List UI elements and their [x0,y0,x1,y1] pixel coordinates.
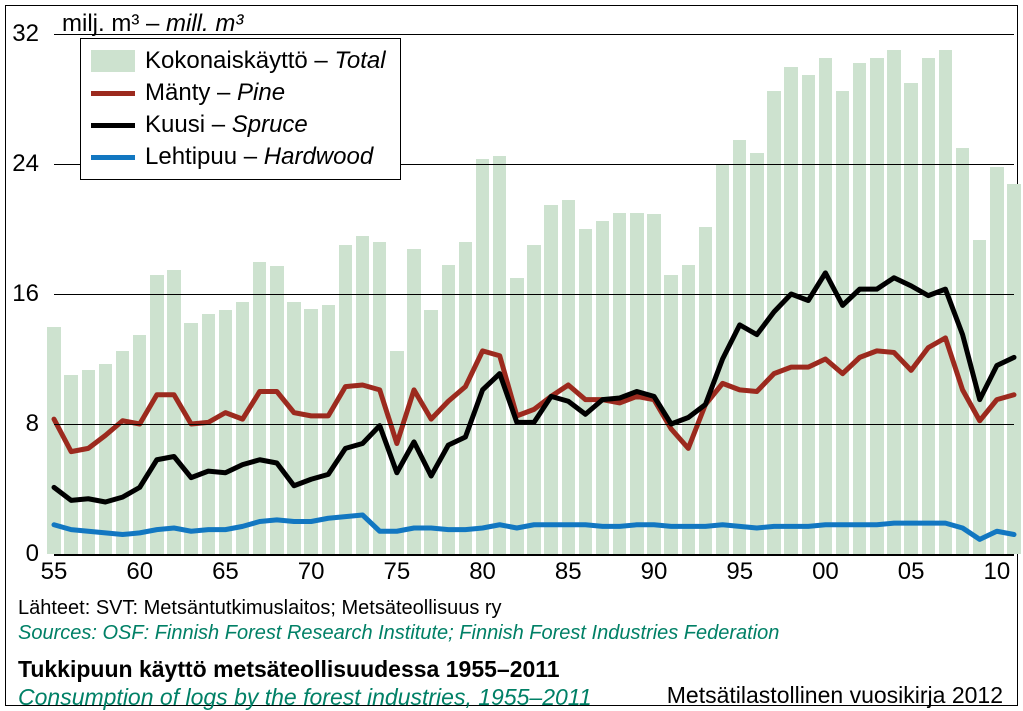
x-tick-label: 85 [555,558,582,586]
y-tick-label: 16 [0,280,39,308]
chart-frame: milj. m³ – mill. m³ Kokonaiskäyttö – Tot… [5,5,1018,706]
legend-swatch [91,91,135,96]
line-hardwood [54,515,1014,539]
y-axis-title-en: mill. m³ [166,10,243,37]
x-tick-label: 00 [812,558,839,586]
x-tick-label: 80 [469,558,496,586]
sources-block: Lähteet: SVT: Metsäntutkimuslaitos; Mets… [18,596,779,646]
legend-row-hardwood: Lehtipuu – Hardwood [91,141,386,173]
legend-label: Kuusi – Spruce [145,110,308,140]
legend-label: Kokonaiskäyttö – Total [145,46,386,76]
legend-swatch [91,50,135,72]
y-tick-label: 24 [0,150,39,178]
gridline [54,34,1014,35]
x-tick-label: 60 [126,558,153,586]
sources-fi: Lähteet: SVT: Metsäntutkimuslaitos; Mets… [18,596,779,621]
line-pine [54,338,1014,452]
title-block: Tukkipuun käyttö metsäteollisuudessa 195… [18,656,592,711]
y-tick-label: 32 [0,20,39,48]
x-tick-label: 05 [898,558,925,586]
legend-swatch [91,155,135,160]
book-title: Metsätilastollinen vuosikirja 2012 [667,682,1003,709]
gridline [54,424,1014,425]
title-en: Consumption of logs by the forest indust… [18,684,592,711]
x-tick-label: 75 [383,558,410,586]
legend-swatch [91,123,135,128]
legend-row-spruce: Kuusi – Spruce [91,109,386,141]
x-tick-label: 65 [212,558,239,586]
x-tick-label: 95 [726,558,753,586]
x-tick-label: 55 [41,558,68,586]
legend-label: Lehtipuu – Hardwood [145,142,373,172]
legend-row-pine: Mänty – Pine [91,77,386,109]
x-tick-label: 70 [298,558,325,586]
title-fi: Tukkipuun käyttö metsäteollisuudessa 195… [18,656,592,684]
legend-label: Mänty – Pine [145,78,285,108]
y-tick-label: 8 [0,410,39,438]
x-tick-label: 10 [983,558,1010,586]
sources-en: Sources: OSF: Finnish Forest Research In… [18,621,779,646]
legend: Kokonaiskäyttö – TotalMänty – PineKuusi … [80,38,401,180]
x-tick-label: 90 [641,558,668,586]
legend-row-total: Kokonaiskäyttö – Total [91,45,386,77]
line-spruce [54,273,1014,502]
y-tick-label: 0 [0,540,39,568]
gridline [54,294,1014,295]
y-axis-title-fi: milj. m³ [62,10,139,37]
